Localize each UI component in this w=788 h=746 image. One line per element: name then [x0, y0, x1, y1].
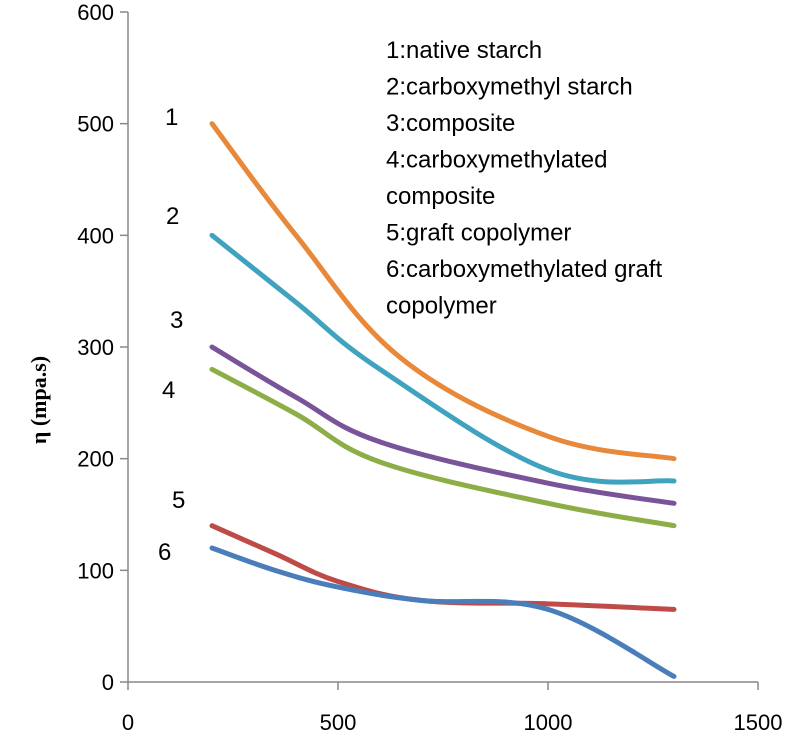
series-6-label: 6 [158, 539, 171, 566]
series-3-label: 3 [170, 307, 183, 334]
series-4-label: 4 [162, 377, 175, 404]
series-labels: 1 2 3 4 56 [158, 104, 185, 566]
y-tick-label: 0 [102, 670, 114, 695]
x-tick-label: 0 [122, 710, 134, 735]
series-group [209, 121, 677, 679]
legend: 1:native starch 2:carboxymethyl starch 3:c… [386, 37, 662, 320]
legend-entry: copolymer [386, 293, 497, 320]
series-6-line [209, 545, 677, 679]
legend-entry: 3:composite [386, 110, 515, 137]
series-2-label: 2 [166, 203, 179, 230]
series-1-line [209, 121, 677, 462]
y-tick-label: 200 [77, 447, 114, 472]
y-tick-label: 500 [77, 112, 114, 137]
series-5-label: 5 [172, 487, 185, 514]
y-tick-label: 400 [77, 223, 114, 248]
legend-entry: 6:carboxymethylated graft [386, 256, 662, 283]
legend-entry: 1:native starch [386, 37, 542, 64]
legend-entry: composite [386, 183, 495, 210]
x-tick-label: 500 [320, 710, 357, 735]
series-4-line [209, 366, 677, 529]
series-1-label: 1 [165, 104, 178, 131]
y-tick-label: 300 [77, 335, 114, 360]
legend-entry: 4:carboxymethylated [386, 147, 607, 174]
legend-entry: 2:carboxymethyl starch [386, 74, 633, 101]
series-5-line [209, 523, 677, 612]
series-2-line [209, 232, 677, 485]
y-tick-label: 100 [77, 558, 114, 583]
legend-entry: 5:graft copolymer [386, 220, 571, 247]
x-tick-label: 1000 [524, 710, 573, 735]
series-3-line [209, 344, 677, 506]
y-tick-label: 600 [77, 0, 114, 25]
x-tick-label: 1500 [734, 710, 783, 735]
axes: 0 100 200 300 400 500 600 0 500 1000 1500 [77, 0, 782, 735]
y-axis-label: η (mpa.s) [26, 356, 51, 444]
